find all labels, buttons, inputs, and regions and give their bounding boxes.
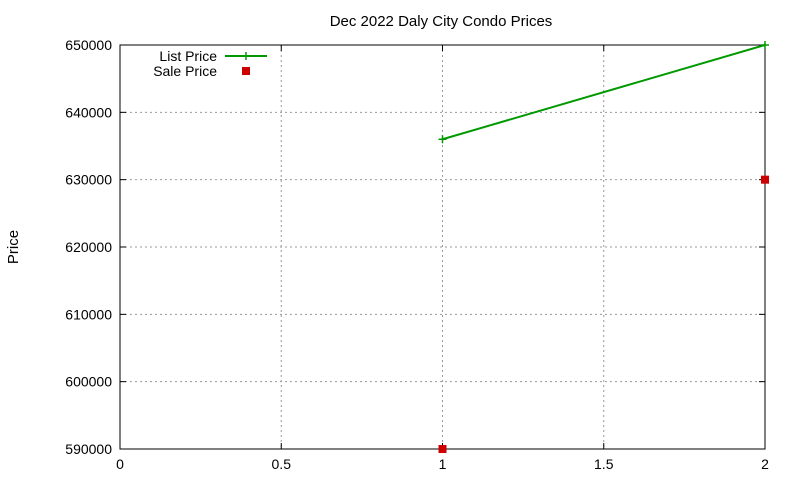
x-tick-label: 2 (761, 456, 769, 472)
grid-lines (120, 45, 765, 449)
legend-label: Sale Price (153, 63, 217, 79)
y-tick-label: 640000 (65, 104, 112, 120)
x-tick-label: 1.5 (594, 456, 614, 472)
chart-title: Dec 2022 Daly City Condo Prices (330, 13, 553, 30)
legend-label: List Price (159, 48, 217, 64)
x-tick-label: 0 (116, 456, 124, 472)
data-point-sale-price (761, 175, 769, 184)
data-point-sale-price (438, 445, 447, 453)
y-tick-label: 650000 (65, 37, 112, 53)
x-tick-label: 1 (439, 456, 447, 472)
legend-marker (242, 52, 250, 60)
data-point-list-price (438, 135, 447, 144)
series-line-list-price (442, 44, 766, 141)
y-tick-label: 620000 (65, 239, 112, 255)
y-tick-label: 600000 (65, 374, 112, 390)
y-tick-label: 590000 (65, 441, 112, 457)
legend-marker (242, 67, 250, 75)
y-tick-label: 610000 (65, 306, 112, 322)
series-layer (438, 41, 769, 453)
axis-ticks: 590000 600000 610000 620000 630000 640000 6500… (65, 37, 769, 472)
data-point-list-price (761, 41, 769, 49)
x-tick-label: 0.5 (272, 456, 292, 472)
y-tick-label: 630000 (65, 172, 112, 188)
y-axis-label: Price (5, 230, 22, 264)
